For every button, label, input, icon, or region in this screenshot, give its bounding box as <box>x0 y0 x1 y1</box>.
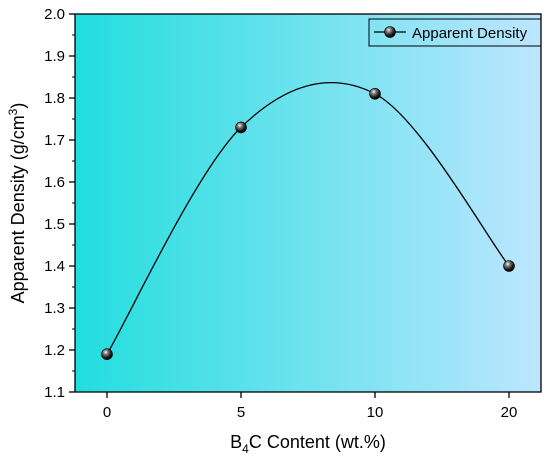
y-tick-label: 1.7 <box>44 132 65 149</box>
y-tick-label: 1.4 <box>44 258 65 275</box>
legend: Apparent Density <box>368 18 542 47</box>
y-tick-label: 1.6 <box>44 174 65 191</box>
legend-label: Apparent Density <box>412 25 528 42</box>
plot-area <box>74 13 542 393</box>
legend-marker <box>384 26 396 38</box>
legend-box <box>368 18 542 47</box>
data-point <box>101 348 113 361</box>
y-tick-label: 2.0 <box>44 6 65 23</box>
data-point <box>235 121 247 134</box>
x-tick-label: 20 <box>501 404 518 421</box>
y-axis: 1.1 1.2 1.3 1.4 1.5 1.6 1.7 1.8 1.9 2.0 <box>44 6 75 401</box>
y-tick-label: 1.5 <box>44 216 65 233</box>
y-tick-label: 1.3 <box>44 300 65 317</box>
x-tick-label: 0 <box>103 404 111 421</box>
y-tick-label: 1.9 <box>44 48 65 65</box>
y-tick-label: 1.2 <box>44 342 65 359</box>
x-axis-title: B4C Content (wt.%) <box>230 432 386 456</box>
y-axis-title: Apparent Density (g/cm3) <box>6 103 28 304</box>
y-tick-label: 1.8 <box>44 90 65 107</box>
y-tick-label: 1.1 <box>44 384 65 401</box>
data-point <box>369 88 381 100</box>
series-line <box>106 81 510 355</box>
series-layer <box>101 81 515 361</box>
data-point <box>503 260 515 272</box>
x-tick-label: 5 <box>237 404 245 421</box>
x-tick-label: 10 <box>367 404 384 421</box>
x-axis: 0 5 10 20 <box>103 392 518 421</box>
